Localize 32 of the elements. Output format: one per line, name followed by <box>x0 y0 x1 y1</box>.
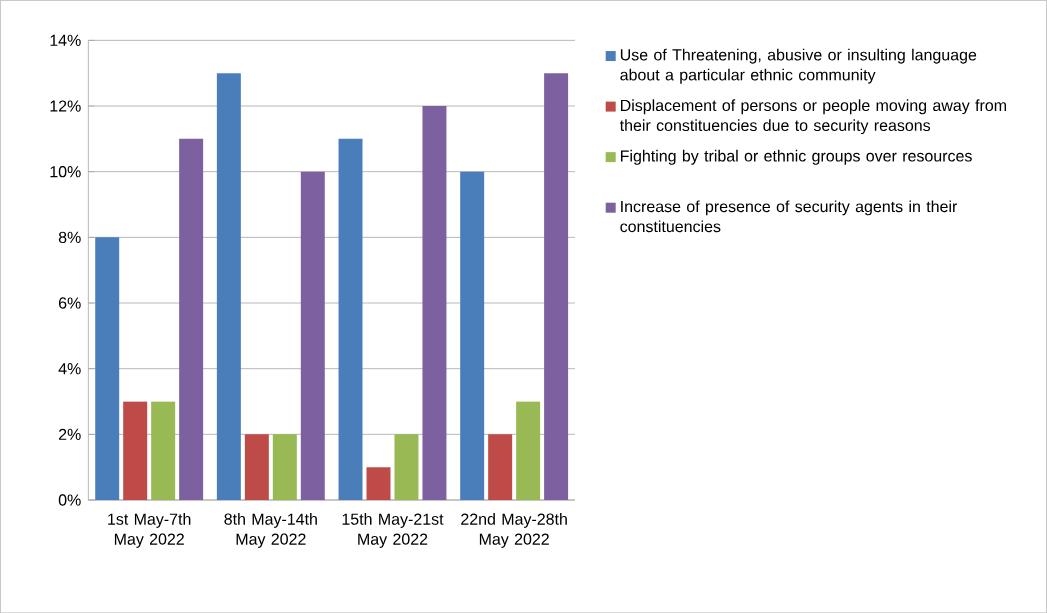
x-tick-label: 15th May-21st May 2022 <box>342 512 444 548</box>
x-tick-label: 8th May-14th May 2022 <box>224 512 317 548</box>
bar <box>216 73 241 500</box>
x-tick-label: 1st May-7th May 2022 <box>108 512 191 548</box>
y-tick-label: 8% <box>58 231 81 243</box>
bar <box>488 434 513 500</box>
y-tick-label: 0% <box>58 494 81 506</box>
legend-label: Use of Threatening, abusive or insulting language about a particular ethnic community <box>620 48 977 84</box>
bar <box>95 237 120 500</box>
bar <box>300 171 325 500</box>
bar <box>516 401 541 500</box>
legend-label: Displacement of persons or people moving away from their constituencies due to security reasons <box>619 99 1006 135</box>
bar <box>179 138 204 500</box>
y-tick-label: 14% <box>50 34 81 46</box>
bar <box>272 434 297 500</box>
y-tick-label: 6% <box>58 297 81 309</box>
legend-label: Fighting by tribal or ethnic groups over resources <box>621 149 972 165</box>
legend-label: Increase of presence of security agents in their constituencies <box>620 200 958 232</box>
bar <box>151 401 176 500</box>
x-tick-label: 22nd May-28th May 2022 <box>461 512 567 548</box>
y-tick-label: 10% <box>50 165 81 178</box>
bar <box>460 171 485 500</box>
bar <box>394 434 419 500</box>
bar <box>244 434 269 500</box>
bar <box>123 401 148 500</box>
bar <box>422 105 447 500</box>
y-tick-label: 2% <box>58 428 81 440</box>
y-tick-label: 12% <box>50 100 81 112</box>
y-tick-label: 4% <box>58 362 81 375</box>
bar <box>338 138 363 500</box>
bar <box>544 73 569 500</box>
bar <box>366 467 391 500</box>
